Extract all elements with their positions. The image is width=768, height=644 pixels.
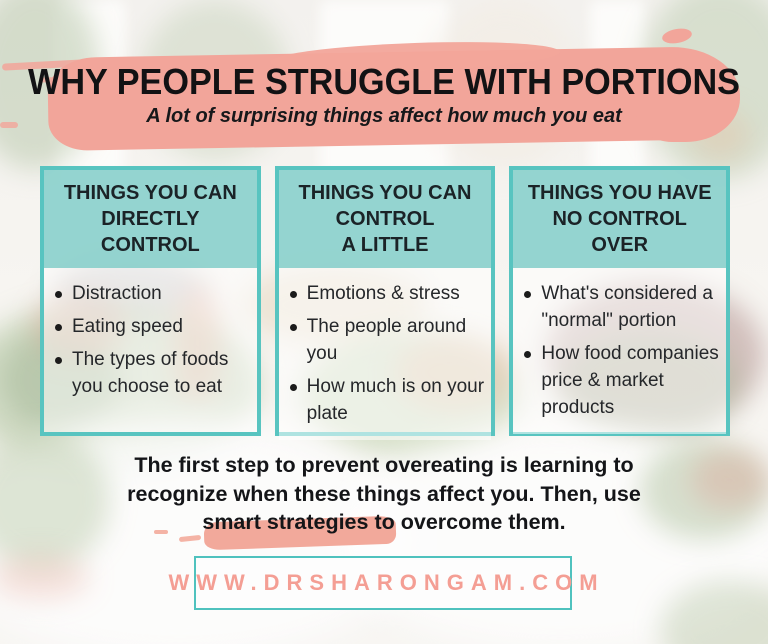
header-line: THINGS YOU HAVE	[527, 182, 712, 204]
bullet-list: Emotions & stress The people around you …	[289, 281, 486, 428]
conclusion-line-1: The first step to prevent overeating is …	[134, 453, 634, 477]
conclusion-line-3: smart strategies to overcome them.	[0, 508, 768, 551]
website-box[interactable]: WWW.DRSHARONGAM.COM	[168, 556, 598, 610]
list-item: What's considered a "normal" portion	[524, 281, 720, 335]
photo-salad	[0, 430, 110, 570]
website-link[interactable]: WWW.DRSHARONGAM.COM	[168, 570, 605, 595]
list-item: The people around you	[289, 314, 486, 368]
bullet-text: What's considered a "normal" portion	[541, 283, 713, 331]
bullet-text: The people around you	[306, 315, 467, 364]
list-item: Distraction	[55, 281, 251, 308]
bullet-text: How food companies price & market produc…	[541, 342, 719, 418]
column-header: THINGS YOU CAN DIRECTLY CONTROL	[44, 170, 257, 268]
bullet-icon	[55, 291, 62, 298]
conclusion-text: The first step to prevent overeating is …	[0, 451, 768, 551]
header-line: THINGS YOU CAN	[298, 182, 472, 204]
bullet-text: Eating speed	[72, 315, 183, 337]
header-line: NO CONTROL	[552, 208, 687, 230]
header-line: THINGS YOU CAN	[63, 182, 237, 204]
list-item: Eating speed	[55, 314, 251, 341]
bullet-text: Distraction	[72, 283, 162, 304]
list-item: How food companies price & market produc…	[524, 341, 720, 422]
bullet-icon	[289, 383, 297, 391]
conclusion-line-3-rest: to overcome them.	[368, 510, 566, 535]
bullet-icon	[289, 323, 297, 331]
column-header: THINGS YOU CAN CONTROL A LITTLE	[278, 170, 492, 268]
list-item: How much is on your plate	[289, 374, 486, 428]
bullet-list: Distraction Eating speed The types of fo…	[55, 281, 251, 401]
header-line: DIRECTLY	[101, 208, 200, 230]
header-line: CONTROL	[335, 208, 435, 230]
column-body: What's considered a "normal" portion How…	[513, 268, 727, 434]
page-subtitle: A lot of surprising things affect how mu…	[146, 105, 622, 127]
bullet-text: Emotions & stress	[306, 283, 460, 304]
header-line: OVER	[591, 234, 649, 256]
page-title: WHY PEOPLE STRUGGLE WITH PORTIONS	[28, 61, 740, 102]
photo-salad	[690, 450, 768, 510]
bullet-icon	[289, 291, 297, 298]
header-line: CONTROL	[100, 234, 200, 256]
category-columns: THINGS YOU CAN DIRECTLY CONTROL Distract…	[40, 166, 731, 440]
photo-sauce-swirl	[0, 555, 90, 600]
photo-salad	[640, 440, 768, 540]
conclusion-line-2: recognize when these things affect you. …	[127, 481, 641, 506]
column-body: Emotions & stress The people around you …	[278, 268, 492, 440]
list-item: The types of foods you choose to eat	[55, 347, 251, 401]
bullet-list: What's considered a "normal" portion How…	[524, 281, 720, 422]
column-control-a-little: THINGS YOU CAN CONTROL A LITTLE Emotions…	[274, 166, 496, 440]
header-line: A LITTLE	[341, 234, 429, 256]
bullet-icon	[524, 350, 532, 358]
column-directly-control: THINGS YOU CAN DIRECTLY CONTROL Distract…	[40, 166, 261, 436]
brush-edge	[636, 58, 740, 142]
bullet-text: How much is on your plate	[306, 375, 485, 424]
column-header: THINGS YOU HAVE NO CONTROL OVER	[513, 170, 727, 268]
highlighted-phrase: smart strategies	[202, 510, 369, 535]
column-body: Distraction Eating speed The types of fo…	[44, 268, 257, 432]
bullet-icon	[524, 291, 532, 298]
list-item: Emotions & stress	[289, 281, 486, 308]
highlight-splatter	[154, 530, 168, 535]
bullet-text: The types of foods you choose to eat	[72, 348, 229, 397]
column-no-control: THINGS YOU HAVE NO CONTROL OVER What's c…	[509, 166, 731, 436]
bullet-icon	[55, 323, 62, 331]
brush-streak	[0, 122, 18, 128]
bullet-icon	[55, 356, 62, 364]
